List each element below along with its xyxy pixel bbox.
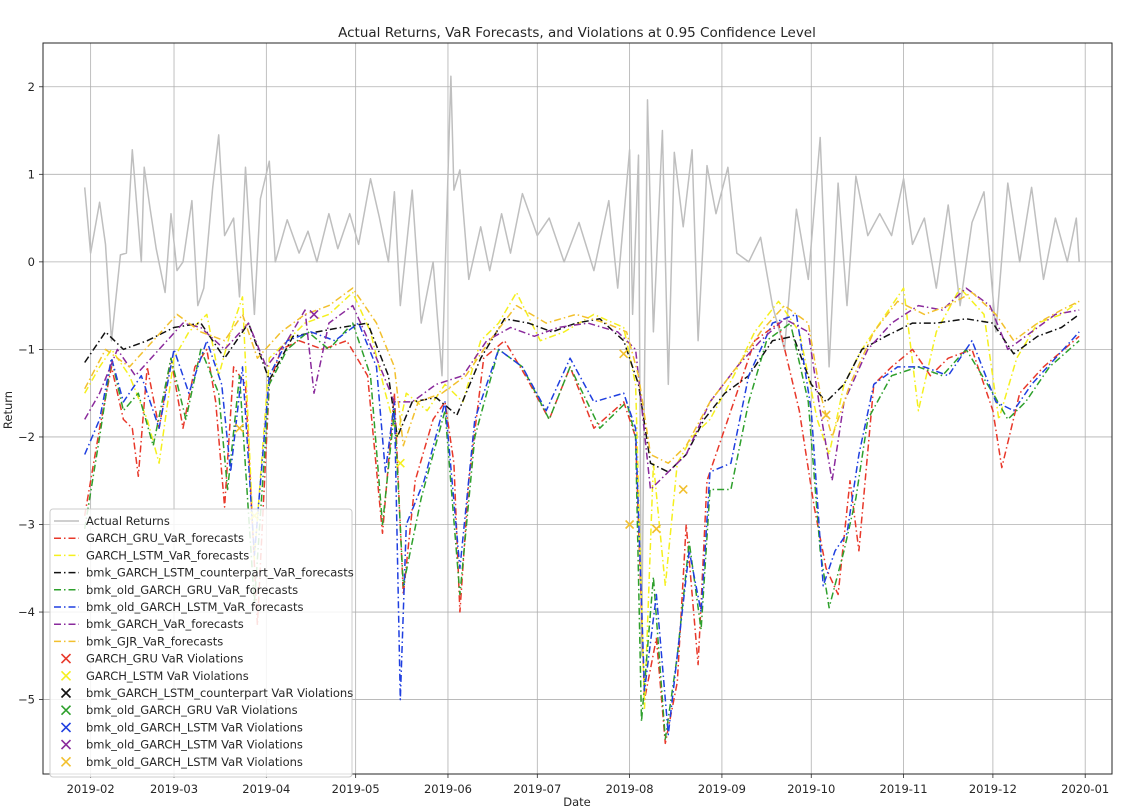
x-tick-label: 2019-12 (969, 782, 1017, 796)
legend-label: bmk_old_GARCH_LSTM VaR Violations (86, 738, 303, 752)
legend-label: GARCH_GRU_VaR_forecasts (86, 531, 244, 545)
violation-marker-5 (309, 309, 319, 319)
legend-label: bmk_GARCH_LSTM_counterpart VaR Violation… (86, 686, 353, 700)
series-lines (83, 75, 1080, 745)
x-tick-label: 2019-07 (513, 782, 561, 796)
legend-label: bmk_GARCH_LSTM_counterpart_VaR_forecasts (86, 566, 354, 580)
x-tick-label: 2019-02 (67, 782, 115, 796)
y-tick-label: 0 (28, 255, 35, 269)
violation-marker-6 (821, 410, 831, 420)
plot-frame (42, 42, 1113, 775)
series-line-1 (83, 322, 1080, 745)
series-line-6 (84, 287, 1080, 491)
legend-label: bmk_old_GARCH_LSTM VaR Violations (86, 755, 303, 769)
y-tick-label: 1 (28, 167, 35, 181)
x-tick-label: 2019-09 (698, 782, 746, 796)
series-line-4 (83, 322, 1080, 740)
legend-marker (60, 687, 72, 699)
series-line-0 (83, 75, 1080, 657)
x-axis-ticks: 2019-02 2019-03 2019-04 2019-05 2019-06 2019-… (67, 774, 1109, 796)
violation-markers (234, 309, 831, 534)
violation-marker-6 (619, 349, 629, 359)
x-tick-label: 2019-03 (150, 782, 198, 796)
legend-label: bmk_old_GARCH_GRU_VaR_forecasts (86, 583, 298, 597)
violation-marker-6 (234, 423, 245, 433)
legend-label: bmk_old_GARCH_LSTM_VaR_forecasts (86, 600, 303, 614)
x-tick-label: 2019-08 (606, 782, 654, 796)
legend-marker (60, 670, 72, 681)
series-line-3 (84, 313, 1080, 473)
legend-label: GARCH_GRU VaR Violations (86, 652, 243, 666)
legend-label: bmk_old_GARCH_GRU VaR Violations (86, 703, 298, 717)
legend-marker (60, 722, 72, 733)
legend-marker (60, 705, 72, 716)
legend-marker (60, 756, 72, 767)
legend: Actual Returns GARCH_GRU_VaR_forecasts GAR… (49, 508, 354, 778)
violation-marker-1 (395, 458, 405, 468)
legend-label: GARCH_LSTM VaR Violations (86, 669, 249, 683)
x-tick-label: 2019-11 (880, 782, 928, 796)
chart-title: Actual Returns, VaR Forecasts, and Viola… (338, 25, 816, 41)
y-axis-ticks: 2 1 0 −1 −2 −3 −4 −5 (18, 80, 43, 707)
violation-marker-6 (651, 524, 661, 534)
y-tick-label: −2 (18, 430, 35, 444)
legend-label: bmk_GARCH_VaR_forecasts (86, 617, 244, 631)
y-tick-label: −3 (18, 517, 35, 531)
y-tick-label: −4 (18, 605, 35, 619)
x-tick-label: 2020-01 (1061, 782, 1109, 796)
y-tick-label: −1 (18, 342, 35, 356)
legend-label: bmk_old_GARCH_LSTM VaR Violations (86, 720, 303, 734)
legend-label: GARCH_LSTM_VaR_forecasts (86, 548, 249, 562)
x-tick-label: 2019-04 (242, 782, 290, 796)
series-line-5 (84, 313, 1080, 736)
x-axis-label: Date (563, 795, 591, 808)
series-line-2 (84, 287, 1080, 710)
y-tick-label: 2 (28, 80, 35, 94)
legend-marker (60, 653, 72, 664)
legend-marker (60, 739, 72, 750)
violation-marker-6 (625, 519, 635, 530)
legend-label: Actual Returns (86, 514, 170, 528)
legend-label: bmk_GJR_VaR_forecasts (86, 634, 223, 648)
x-tick-label: 2019-10 (787, 782, 835, 796)
violation-marker-6 (678, 484, 688, 495)
legend-box (49, 508, 353, 778)
y-axis-label: Return (1, 391, 15, 429)
series-line-7 (84, 287, 1080, 464)
x-tick-label: 2019-06 (424, 782, 472, 796)
y-tick-label: −5 (18, 693, 35, 707)
x-tick-label: 2019-05 (332, 782, 380, 796)
